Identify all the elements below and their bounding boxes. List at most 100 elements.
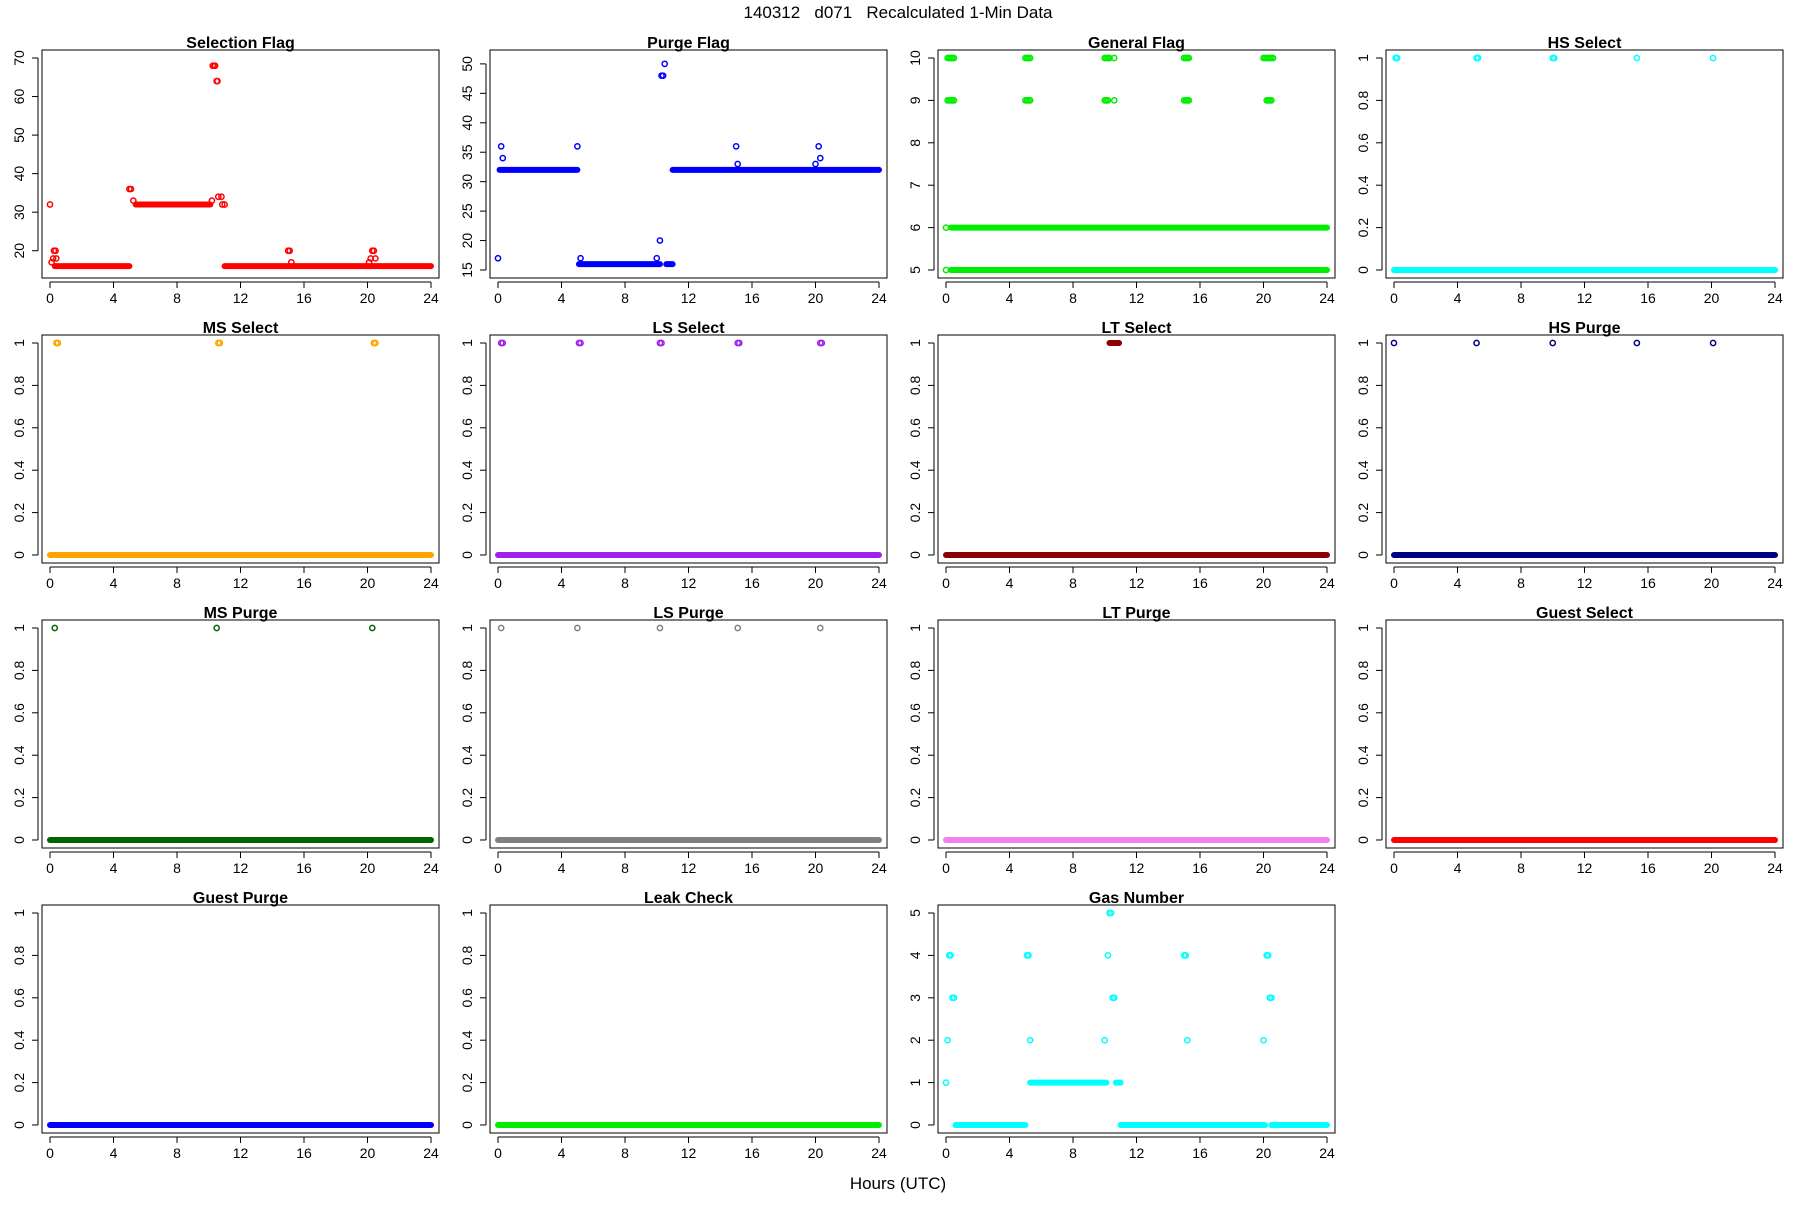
x-tick-label: 12 <box>233 290 249 306</box>
x-tick-label: 8 <box>621 1145 629 1161</box>
data-series <box>943 340 1330 558</box>
y-tick-label: 50 <box>11 127 27 143</box>
y-tick-label: 0.8 <box>459 660 475 680</box>
data-point <box>574 142 581 150</box>
y-tick-label: 10 <box>907 50 923 66</box>
panel-6: LT Select 0 4 8 12 16 20 24 0 0.2 0.4 0.6 0.8 1 <box>907 320 1336 591</box>
y-tick-label: 1 <box>907 339 923 347</box>
data-point <box>1633 54 1641 62</box>
data-point <box>653 254 661 262</box>
y-axis: 0 0.2 0.4 0.6 0.8 1 <box>11 624 39 844</box>
data-series <box>47 624 434 843</box>
y-tick-label: 2 <box>907 1036 923 1044</box>
y-axis: 0 0.2 0.4 0.6 0.8 1 <box>11 909 39 1129</box>
panel-12: Guest Purge 0 4 8 12 16 20 24 0 0.2 0.4 0.6 0.8 1 <box>11 890 440 1161</box>
x-tick-label: 16 <box>1640 575 1656 591</box>
y-tick-label: 50 <box>459 56 475 72</box>
y-tick-label: 20 <box>11 243 27 259</box>
y-tick-label: 0 <box>1355 266 1371 274</box>
data-point <box>816 154 824 162</box>
data-point <box>127 185 135 193</box>
data-point <box>942 224 950 231</box>
panel-3: HS Select 0 4 8 12 16 20 24 0 0.2 0.4 0.6 0.8 1 <box>1355 35 1784 306</box>
x-axis: 0 4 8 12 16 20 24 <box>494 566 887 591</box>
data-point <box>1390 339 1398 347</box>
panel-title: Guest Select <box>1536 605 1634 622</box>
x-tick-label: 24 <box>423 1145 439 1161</box>
x-tick-label: 24 <box>871 860 887 876</box>
panel-title: Gas Number <box>1089 890 1184 907</box>
data-point <box>214 77 221 85</box>
x-tick-label: 16 <box>1640 860 1656 876</box>
data-point <box>497 624 505 632</box>
y-tick-label: 6 <box>907 223 923 231</box>
x-tick-label: 8 <box>1069 860 1077 876</box>
data-point <box>51 624 59 632</box>
plot-frame <box>937 619 1336 849</box>
x-tick-label: 24 <box>423 575 439 591</box>
x-tick-label: 4 <box>110 290 118 306</box>
data-point <box>1182 952 1190 959</box>
y-tick-label: 0.8 <box>907 660 923 680</box>
x-tick-label: 16 <box>296 290 312 306</box>
y-tick-label: 1 <box>1355 54 1371 62</box>
x-axis: 0 4 8 12 16 20 24 <box>494 1136 887 1161</box>
data-point <box>1104 952 1112 959</box>
data-point <box>287 258 295 266</box>
y-tick-label: 70 <box>11 50 27 66</box>
x-tick-label: 20 <box>808 1145 824 1161</box>
data-point <box>1473 339 1480 347</box>
x-tick-label: 20 <box>1704 290 1720 306</box>
plot-frame <box>41 904 440 1134</box>
x-tick-label: 0 <box>942 575 950 591</box>
data-point <box>494 254 502 262</box>
data-series <box>942 54 1330 274</box>
x-axis: 0 4 8 12 16 20 24 <box>46 851 439 876</box>
x-tick-label: 24 <box>423 860 439 876</box>
x-tick-label: 0 <box>46 1145 54 1161</box>
x-axis: 0 4 8 12 16 20 24 <box>942 851 1335 876</box>
data-point <box>942 1079 950 1086</box>
panel-title: LS Select <box>652 320 725 337</box>
panel-9: LS Purge 0 4 8 12 16 20 24 0 0.2 0.4 0.6 0.8 1 <box>459 605 888 876</box>
data-point <box>211 62 219 70</box>
data-point <box>1026 97 1034 104</box>
data-series <box>495 339 882 558</box>
data-point <box>499 154 507 162</box>
y-tick-label: 0 <box>459 551 475 559</box>
data-point <box>950 97 958 104</box>
x-tick-label: 20 <box>1704 575 1720 591</box>
data-point <box>372 255 379 262</box>
x-tick-label: 8 <box>173 1145 181 1161</box>
data-point <box>1110 97 1118 104</box>
data-point <box>1025 952 1032 959</box>
x-tick-label: 4 <box>1006 1145 1014 1161</box>
y-tick-label: 0.4 <box>459 460 475 480</box>
plot-frame <box>41 334 440 564</box>
data-point <box>218 193 225 201</box>
data-point <box>734 624 742 632</box>
y-tick-label: 0.8 <box>459 375 475 395</box>
y-tick-label: 1 <box>11 339 27 347</box>
plot-frame <box>937 334 1336 564</box>
figure-title: 140312 d071 Recalculated 1-Min Data <box>743 3 1053 22</box>
y-tick-label: 0.6 <box>11 988 27 1008</box>
plot-frame <box>489 49 888 279</box>
y-tick-label: 0 <box>907 1121 923 1129</box>
data-point <box>1268 97 1275 104</box>
data-point <box>1550 54 1558 62</box>
data-point <box>1260 1036 1267 1044</box>
y-tick-label: 0.4 <box>1355 175 1371 195</box>
x-tick-label: 20 <box>1256 290 1272 306</box>
x-tick-label: 0 <box>1390 575 1398 591</box>
x-tick-label: 20 <box>1704 860 1720 876</box>
data-point <box>214 193 222 201</box>
data-point <box>46 201 54 208</box>
x-tick-label: 0 <box>494 1145 502 1161</box>
y-tick-label: 25 <box>459 203 475 219</box>
panel-title: General Flag <box>1088 35 1185 52</box>
data-point <box>499 339 507 347</box>
plot-frame <box>489 619 888 849</box>
